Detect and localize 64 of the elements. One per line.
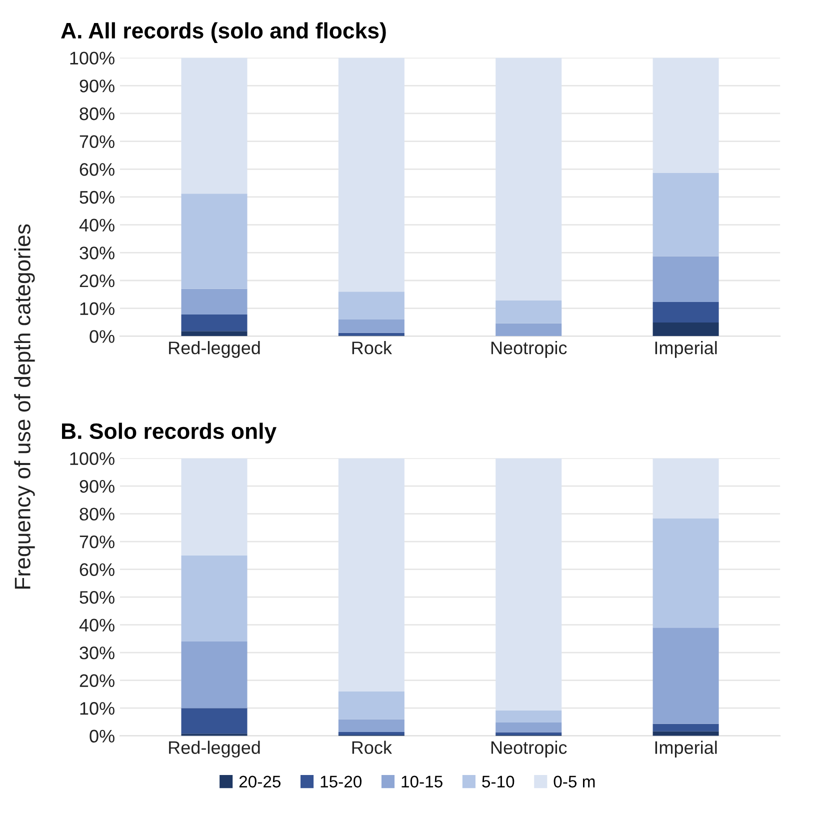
bar — [496, 722, 562, 732]
y-tick-label: 50% — [80, 591, 114, 604]
bar — [652, 731, 719, 736]
bar — [496, 323, 562, 336]
bar — [652, 302, 719, 323]
y-tick-label: 20% — [80, 674, 114, 688]
x-tick-label: Imperial — [655, 341, 717, 358]
y-tick-label: 10% — [80, 702, 114, 715]
bar — [652, 628, 719, 724]
x-tick-label: Red-legged — [169, 341, 260, 358]
bar — [652, 322, 719, 336]
bar — [181, 641, 248, 708]
y-tick-label: 100% — [70, 52, 114, 65]
chart-title: B. Solo records only — [62, 422, 277, 444]
bar — [338, 691, 404, 720]
bar — [181, 555, 248, 642]
x-tick-label: Neotropic — [491, 341, 567, 358]
y-tick-label: 20% — [80, 274, 114, 288]
bar — [181, 314, 248, 332]
y-tick-label: 80% — [80, 508, 114, 521]
y-tick-label: 10% — [80, 302, 114, 316]
y-tick-label: 90% — [80, 480, 114, 493]
bar — [496, 710, 562, 723]
y-tick-label: 40% — [79, 618, 114, 632]
y-axis-title: Frequency of use of depth categories — [14, 224, 35, 589]
bar — [652, 173, 719, 256]
bar — [496, 732, 562, 736]
legend-label: 5-10 — [482, 776, 514, 788]
y-tick-label: 100% — [70, 452, 114, 465]
bar — [181, 708, 248, 734]
y-tick-label: 0% — [90, 730, 114, 743]
y-tick-label: 90% — [80, 80, 114, 92]
y-tick-label: 70% — [80, 135, 114, 148]
chart-title: A. All records (solo and flocks) — [61, 22, 386, 43]
bar — [338, 319, 404, 333]
bar — [652, 724, 719, 732]
x-tick-label: Rock — [352, 740, 392, 754]
x-tick-label: Imperial — [655, 740, 717, 758]
bar — [181, 194, 248, 289]
legend-label: 15-20 — [320, 776, 362, 788]
legend-label: 20-25 — [239, 776, 281, 788]
y-tick-label: 70% — [80, 535, 114, 548]
y-tick-label: 30% — [80, 246, 114, 260]
y-tick-label: 60% — [80, 163, 114, 176]
bar — [181, 288, 248, 314]
bar — [652, 256, 719, 302]
bar — [496, 300, 562, 324]
y-tick-label: 30% — [80, 646, 114, 660]
x-tick-label: Red-legged — [169, 740, 260, 758]
y-tick-label: 80% — [80, 107, 114, 120]
y-tick-label: 50% — [80, 190, 114, 204]
x-tick-label: Neotropic — [491, 740, 567, 758]
y-tick-label: 0% — [90, 330, 114, 343]
bar — [181, 331, 248, 336]
bar — [338, 719, 404, 732]
y-tick-label: 60% — [80, 563, 114, 576]
y-tick-label: 40% — [79, 218, 114, 232]
x-tick-label: Rock — [352, 341, 392, 354]
bar — [338, 732, 404, 736]
bar — [652, 518, 719, 628]
legend-label: 0-5 m — [554, 776, 595, 788]
bar — [338, 332, 404, 336]
bar — [338, 292, 404, 320]
legend-label: 10-15 — [402, 776, 442, 788]
